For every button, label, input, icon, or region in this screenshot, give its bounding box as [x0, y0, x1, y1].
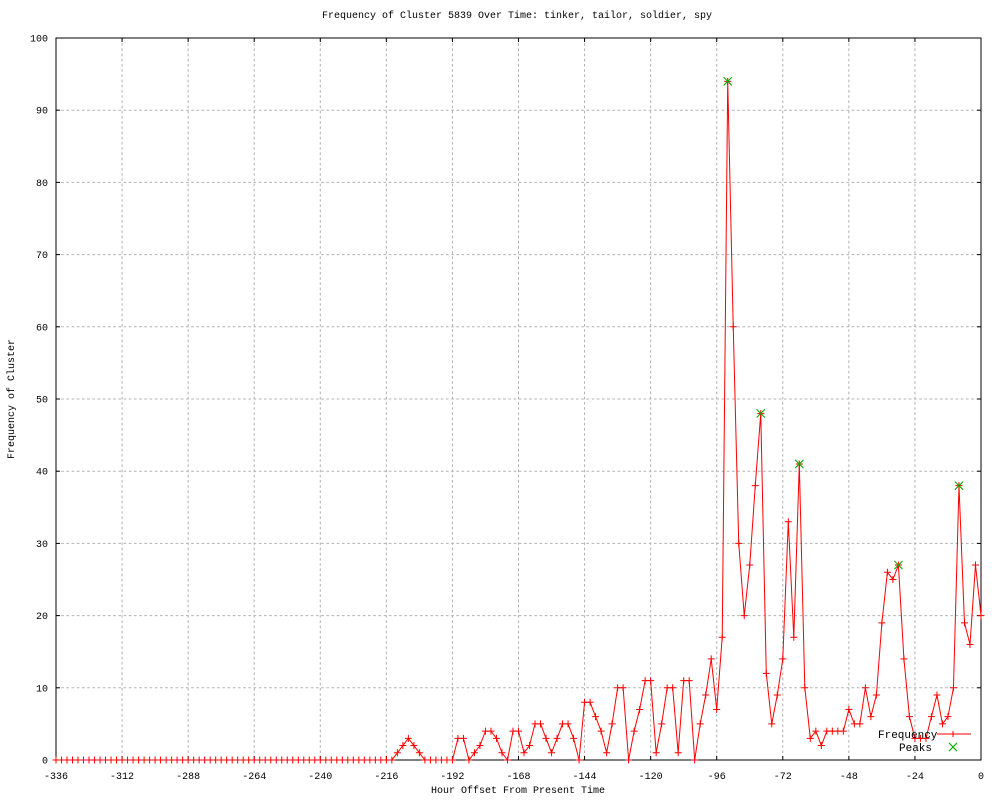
svg-text:-216: -216	[374, 772, 398, 783]
svg-text:90: 90	[36, 107, 48, 118]
svg-text:Peaks: Peaks	[899, 743, 932, 755]
svg-text:100: 100	[30, 35, 48, 46]
svg-text:-96: -96	[708, 772, 726, 783]
svg-text:0: 0	[978, 772, 984, 783]
svg-text:-24: -24	[906, 772, 924, 783]
svg-text:-168: -168	[506, 772, 530, 783]
svg-text:-240: -240	[308, 772, 332, 783]
svg-text:-264: -264	[242, 772, 266, 783]
svg-text:Frequency of Cluster: Frequency of Cluster	[6, 339, 18, 459]
svg-text:-72: -72	[774, 772, 792, 783]
svg-text:50: 50	[36, 396, 48, 407]
svg-text:-288: -288	[176, 772, 200, 783]
svg-text:80: 80	[36, 179, 48, 190]
svg-text:-144: -144	[573, 772, 597, 783]
svg-text:70: 70	[36, 251, 48, 262]
svg-text:60: 60	[36, 323, 48, 334]
svg-text:-192: -192	[440, 772, 464, 783]
svg-text:-312: -312	[110, 772, 134, 783]
svg-text:30: 30	[36, 540, 48, 551]
svg-text:10: 10	[36, 684, 48, 695]
svg-text:Frequency of Cluster 5839 Over: Frequency of Cluster 5839 Over Time: tin…	[322, 10, 712, 22]
svg-text:Frequency: Frequency	[878, 730, 938, 742]
svg-text:-48: -48	[840, 772, 858, 783]
svg-text:20: 20	[36, 612, 48, 623]
svg-text:Hour Offset From Present Time: Hour Offset From Present Time	[431, 785, 605, 797]
svg-text:-120: -120	[639, 772, 663, 783]
svg-text:-336: -336	[44, 772, 68, 783]
svg-text:0: 0	[42, 757, 48, 768]
svg-text:40: 40	[36, 468, 48, 479]
